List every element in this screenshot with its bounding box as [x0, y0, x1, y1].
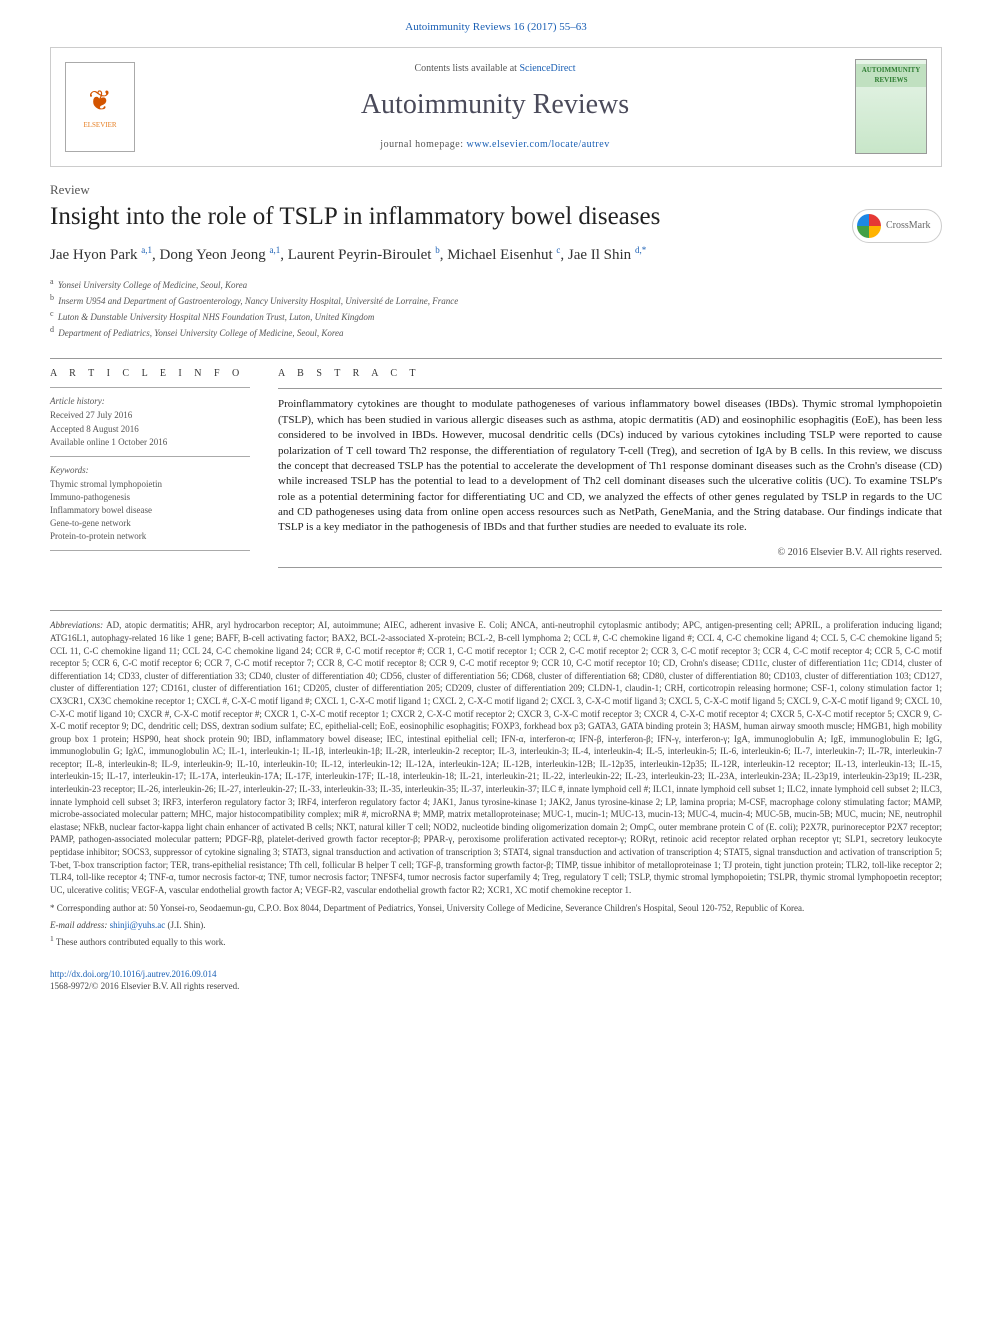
- abbreviations-block: Abbreviations: AD, atopic dermatitis; AH…: [50, 610, 942, 896]
- homepage-prefix: journal homepage:: [380, 139, 466, 150]
- history-item: Accepted 8 August 2016: [50, 423, 250, 436]
- abbreviations-text: AD, atopic dermatitis; AHR, aryl hydroca…: [50, 620, 942, 894]
- journal-banner: ❦ ELSEVIER Contents lists available at S…: [50, 47, 942, 167]
- keyword: Immuno-pathogenesis: [50, 491, 250, 504]
- abbreviations-label: Abbreviations:: [50, 620, 103, 630]
- doi-link[interactable]: http://dx.doi.org/10.1016/j.autrev.2016.…: [50, 969, 217, 979]
- email-label: E-mail address:: [50, 920, 110, 930]
- footer-block: http://dx.doi.org/10.1016/j.autrev.2016.…: [50, 968, 942, 992]
- email-line: E-mail address: shinji@yuhs.ac (J.I. Shi…: [50, 919, 942, 931]
- contents-line: Contents lists available at ScienceDirec…: [135, 62, 855, 76]
- article-type: Review: [50, 181, 942, 199]
- elsevier-logo[interactable]: ❦ ELSEVIER: [65, 62, 135, 152]
- keyword: Thymic stromal lymphopoietin: [50, 478, 250, 491]
- header-citation: Autoimmunity Reviews 16 (2017) 55–63: [50, 20, 942, 35]
- keywords-heading: Keywords:: [50, 464, 250, 476]
- email-link[interactable]: shinji@yuhs.ac: [110, 920, 166, 930]
- affiliation: a Yonsei University College of Medicine,…: [50, 276, 942, 292]
- affiliation: d Department of Pediatrics, Yonsei Unive…: [50, 324, 942, 340]
- author[interactable]: , Dong Yeon Jeong a,1: [152, 247, 280, 263]
- abstract-heading: A B S T R A C T: [278, 367, 942, 381]
- keyword: Inflammatory bowel disease: [50, 504, 250, 517]
- elsevier-label: ELSEVIER: [83, 121, 116, 130]
- cover-label: AUTOIMMUNITY REVIEWS: [856, 64, 926, 87]
- authors-line: Jae Hyon Park a,1, Dong Yeon Jeong a,1, …: [50, 244, 942, 265]
- author[interactable]: , Michael Eisenhut c: [440, 247, 561, 263]
- author[interactable]: , Laurent Peyrin-Biroulet b: [280, 247, 439, 263]
- homepage-link[interactable]: www.elsevier.com/locate/autrev: [467, 139, 610, 150]
- banner-center: Contents lists available at ScienceDirec…: [135, 62, 855, 151]
- equal-text: These authors contributed equally to thi…: [54, 937, 226, 947]
- journal-title: Autoimmunity Reviews: [135, 86, 855, 124]
- article-title: Insight into the role of TSLP in inflamm…: [50, 202, 942, 232]
- article-info-heading: A R T I C L E I N F O: [50, 367, 250, 381]
- crossmark-label: CrossMark: [886, 219, 930, 233]
- issn-copyright: 1568-9972/© 2016 Elsevier B.V. All right…: [50, 980, 942, 992]
- corresponding-author-note: * Corresponding author at: 50 Yonsei-ro,…: [50, 902, 942, 915]
- abstract-copyright: © 2016 Elsevier B.V. All rights reserved…: [278, 546, 942, 560]
- divider: [50, 358, 942, 359]
- author[interactable]: , Jae Il Shin d,*: [560, 247, 646, 263]
- affiliation: c Luton & Dunstable University Hospital …: [50, 308, 942, 324]
- author[interactable]: Jae Hyon Park a,1: [50, 247, 152, 263]
- history-item: Received 27 July 2016: [50, 409, 250, 422]
- homepage-line: journal homepage: www.elsevier.com/locat…: [135, 138, 855, 152]
- crossmark-badge[interactable]: CrossMark: [852, 209, 942, 243]
- sciencedirect-link[interactable]: ScienceDirect: [519, 63, 575, 74]
- affiliation: b Inserm U954 and Department of Gastroen…: [50, 292, 942, 308]
- affiliations: a Yonsei University College of Medicine,…: [50, 276, 942, 340]
- article-head: Review Insight into the role of TSLP in …: [50, 181, 942, 340]
- abstract-text: Proinflammatory cytokines are thought to…: [278, 397, 942, 536]
- corr-text: Corresponding author at: 50 Yonsei-ro, S…: [55, 903, 805, 913]
- abstract-column: A B S T R A C T Proinflammatory cytokine…: [278, 367, 942, 577]
- elsevier-tree-icon: ❦: [88, 83, 111, 121]
- contents-prefix: Contents lists available at: [414, 63, 519, 74]
- crossmark-icon: [857, 214, 881, 238]
- keyword: Protein-to-protein network: [50, 530, 250, 543]
- citation-link[interactable]: Autoimmunity Reviews 16 (2017) 55–63: [405, 21, 587, 33]
- journal-cover-thumbnail[interactable]: AUTOIMMUNITY REVIEWS: [855, 59, 927, 154]
- history-item: Available online 1 October 2016: [50, 436, 250, 449]
- article-info-column: A R T I C L E I N F O Article history: R…: [50, 367, 250, 577]
- email-suffix: (J.I. Shin).: [165, 920, 205, 930]
- history-heading: Article history:: [50, 395, 250, 407]
- equal-contribution-note: 1 These authors contributed equally to t…: [50, 934, 942, 948]
- info-abstract-row: A R T I C L E I N F O Article history: R…: [50, 367, 942, 577]
- keyword: Gene-to-gene network: [50, 517, 250, 530]
